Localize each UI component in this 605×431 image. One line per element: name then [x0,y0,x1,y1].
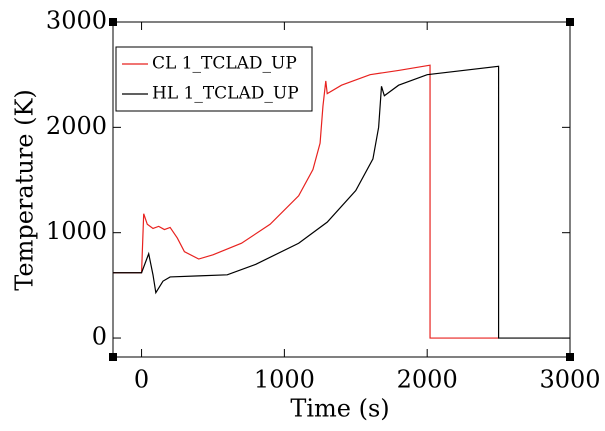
legend-label: HL 1_TCLAD_UP [152,84,299,104]
corner-marker [109,353,117,361]
y-axis-label: Temperature (K) [11,89,39,291]
x-tick-label: 2000 [397,366,458,394]
legend: CL 1_TCLAD_UP HL 1_TCLAD_UP [115,46,313,112]
y-tick-label: 0 [92,323,107,351]
plot-frame [112,21,571,358]
data-line [113,64,499,339]
x-axis-label: Time (s) [290,395,389,423]
legend-label: CL 1_TCLAD_UP [152,54,297,74]
y-tick-label: 1000 [46,217,107,245]
x-tick-label: 3000 [539,366,600,394]
x-tick-label: 0 [134,366,149,394]
data-line [113,65,570,339]
y-tick-label: 2000 [46,112,107,140]
y-tick-label: 3000 [46,7,107,35]
x-tick-label: 1000 [254,366,315,394]
legend-box [115,46,313,112]
